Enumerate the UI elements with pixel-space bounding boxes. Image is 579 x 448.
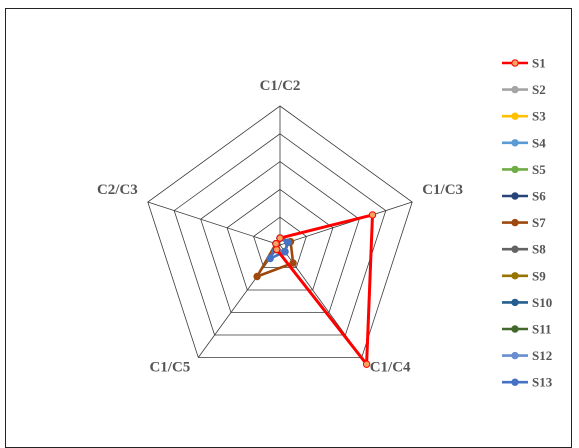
legend: S1 S2 S3 S4 S5 S6 S7 S8 S9 S10 S11 S12 S13 (502, 56, 553, 390)
legend-item: S1 (502, 56, 546, 71)
legend-item: S3 (502, 109, 546, 124)
spoke-1 (279, 201, 413, 246)
legend-label: S9 (532, 268, 546, 283)
grid-ring-2 (226, 188, 334, 291)
data-point (284, 238, 292, 247)
data-point (266, 254, 274, 263)
legend-item: S2 (502, 82, 546, 97)
spoke-4 (147, 201, 281, 246)
legend-item: S10 (502, 295, 552, 310)
axis-label: C1/C5 (149, 360, 190, 376)
legend-label: S13 (532, 375, 553, 390)
legend-item: S11 (502, 322, 552, 337)
data-point (281, 248, 289, 256)
legend-label: S2 (532, 82, 546, 97)
radar-series (253, 211, 377, 368)
legend-label: S12 (532, 348, 552, 363)
legend-label: S8 (532, 242, 546, 257)
legend-item: S8 (502, 242, 546, 257)
axis-label: C1/C3 (422, 182, 463, 198)
data-point (368, 211, 377, 219)
legend-swatch-marker (511, 378, 519, 386)
legend-item: S9 (502, 268, 546, 283)
axis-label: C1/C2 (260, 78, 301, 94)
legend-label: S4 (532, 135, 546, 150)
legend-swatch-marker (511, 192, 519, 200)
data-point (272, 240, 280, 248)
legend-item: S7 (502, 215, 546, 230)
legend-item: S5 (502, 162, 546, 177)
series-S1 (272, 211, 377, 368)
grid-ring-5 (147, 105, 413, 358)
spoke-3 (197, 244, 281, 358)
legend-swatch-marker (511, 59, 519, 67)
legend-swatch-marker (511, 139, 519, 147)
legend-label: S3 (532, 109, 546, 124)
legend-swatch-marker (511, 112, 519, 120)
legend-item: S4 (502, 135, 546, 150)
data-point (253, 272, 261, 281)
data-point (362, 360, 371, 368)
legend-swatch-marker (511, 85, 519, 94)
legend-item: S12 (502, 348, 552, 363)
radar-grid (147, 105, 413, 358)
legend-label: S7 (532, 215, 546, 230)
grid-ring-4 (173, 133, 387, 336)
legend-swatch-marker (511, 298, 519, 307)
legend-swatch-marker (511, 272, 519, 280)
series-line (274, 213, 374, 366)
axis-label: C1/C4 (370, 360, 411, 376)
legend-label: S1 (532, 56, 546, 71)
data-point (289, 259, 297, 267)
axis-labels: C1/C2 C1/C3 C1/C4 C1/C5 C2/C3 (97, 78, 463, 376)
legend-swatch-marker (511, 218, 519, 227)
legend-swatch-marker (511, 165, 519, 174)
legend-label: S10 (532, 295, 552, 310)
chart-area: C1/C2 C1/C3 C1/C4 C1/C5 C2/C3 S1 S2 S3 S4 S5 S6 S7… (5, 8, 572, 448)
legend-swatch-marker (511, 351, 519, 360)
radar-chart: C1/C2 C1/C3 C1/C4 C1/C5 C2/C3 S1 S2 S3 S4 S5 S6 S7… (97, 56, 553, 390)
legend-label: S6 (532, 189, 546, 204)
legend-swatch-marker (511, 325, 519, 333)
legend-label: S5 (532, 162, 546, 177)
legend-item: S6 (502, 189, 546, 204)
legend-swatch-marker (511, 245, 519, 253)
legend-item: S13 (502, 375, 553, 390)
grid-ring-3 (200, 161, 360, 313)
legend-label: S11 (532, 322, 552, 337)
axis-label: C2/C3 (97, 182, 138, 198)
data-point (276, 234, 284, 242)
